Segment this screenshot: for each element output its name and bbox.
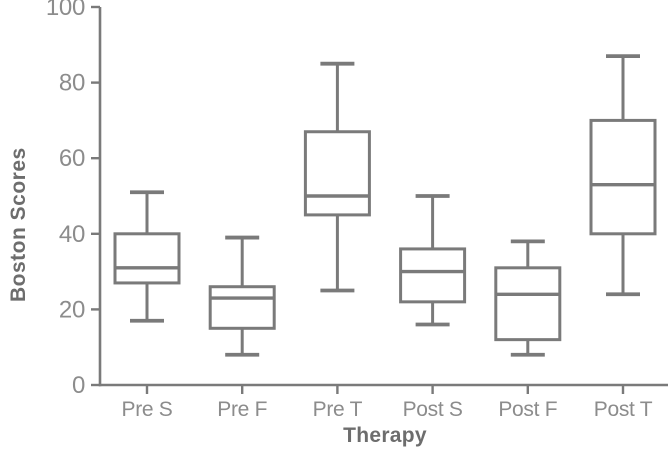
x-tick-label: Pre F xyxy=(217,398,267,421)
x-tick-label: Post F xyxy=(498,398,557,421)
y-tick-label: 20 xyxy=(59,296,85,323)
y-axis-title: Boston Scores xyxy=(7,147,30,303)
box-post-f xyxy=(494,266,562,342)
box-post-s xyxy=(399,247,467,304)
box-pre-s xyxy=(113,232,181,285)
x-tick-label: Pre S xyxy=(121,398,172,421)
y-tick-label: 80 xyxy=(59,70,85,97)
x-axis-title: Therapy xyxy=(343,424,427,447)
box-pre-f xyxy=(208,285,276,330)
y-tick-label: 0 xyxy=(72,372,85,399)
y-tick-label: 60 xyxy=(59,145,85,172)
box-post-t xyxy=(589,118,657,236)
x-tick-label: Post T xyxy=(594,398,653,421)
x-tick-label: Post S xyxy=(403,398,463,421)
y-tick-label: 100 xyxy=(46,0,85,21)
box-pre-t xyxy=(303,130,371,217)
x-tick-label: Pre T xyxy=(313,398,363,421)
y-tick-label: 40 xyxy=(59,221,85,248)
